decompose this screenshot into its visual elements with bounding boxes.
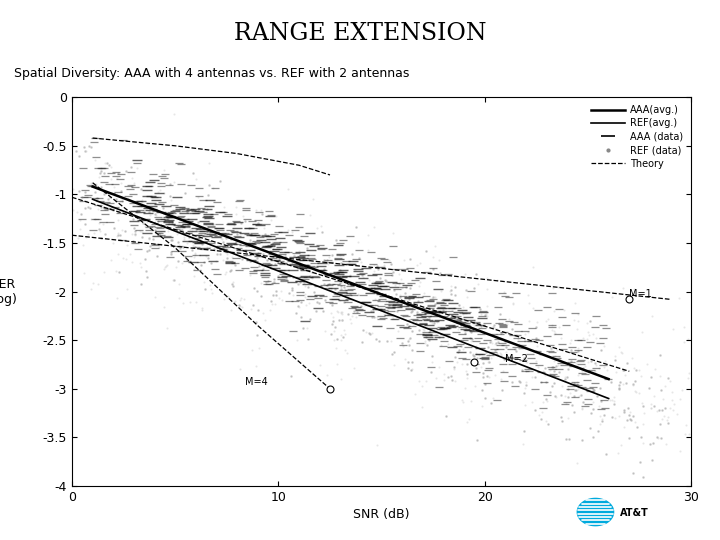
Text: M=1: M=1 xyxy=(629,288,652,299)
X-axis label: SNR (dB): SNR (dB) xyxy=(354,508,410,521)
Text: M=2: M=2 xyxy=(505,354,528,363)
Polygon shape xyxy=(577,498,613,525)
Text: Spatial Diversity: AAA with 4 antennas vs. REF with 2 antennas: Spatial Diversity: AAA with 4 antennas v… xyxy=(14,68,410,80)
Text: RANGE EXTENSION: RANGE EXTENSION xyxy=(234,22,486,45)
Y-axis label: BER
(log): BER (log) xyxy=(0,278,18,306)
Text: M=4: M=4 xyxy=(246,377,268,387)
Text: AT&T: AT&T xyxy=(620,508,649,518)
Legend: AAA(avg.), REF(avg.), AAA (data), REF (data), Theory: AAA(avg.), REF(avg.), AAA (data), REF (d… xyxy=(588,102,686,172)
